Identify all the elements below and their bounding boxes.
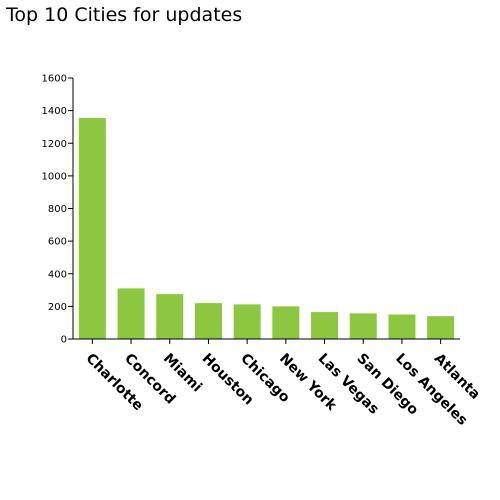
bar-miami bbox=[156, 294, 184, 339]
bar-charlotte bbox=[78, 117, 106, 339]
y-axis-ticks: 0 200 400 600 800 1000 1200 1400 1600 bbox=[42, 74, 73, 346]
bar-concord bbox=[117, 288, 145, 339]
y-tick-label: 1000 bbox=[42, 171, 67, 182]
bar-atlanta bbox=[427, 316, 455, 339]
bar-new-york bbox=[272, 306, 300, 339]
y-tick-label: 1400 bbox=[42, 106, 67, 117]
bar-houston bbox=[194, 303, 222, 339]
chart-title: Top 10 Cities for updates bbox=[6, 4, 243, 26]
y-tick-label: 1200 bbox=[42, 139, 67, 150]
y-tick-label: 800 bbox=[48, 204, 67, 215]
bars-group bbox=[78, 117, 455, 339]
y-tick-label: 400 bbox=[48, 269, 67, 280]
bar-las-vegas bbox=[311, 312, 339, 339]
y-tick-label: 0 bbox=[61, 335, 67, 346]
bar-chicago bbox=[233, 304, 261, 339]
y-tick-label: 1600 bbox=[42, 74, 67, 85]
y-tick-label: 600 bbox=[48, 237, 67, 248]
bar-los-angeles bbox=[388, 314, 416, 339]
bar-san-diego bbox=[349, 313, 377, 339]
y-tick-label: 200 bbox=[48, 302, 67, 313]
